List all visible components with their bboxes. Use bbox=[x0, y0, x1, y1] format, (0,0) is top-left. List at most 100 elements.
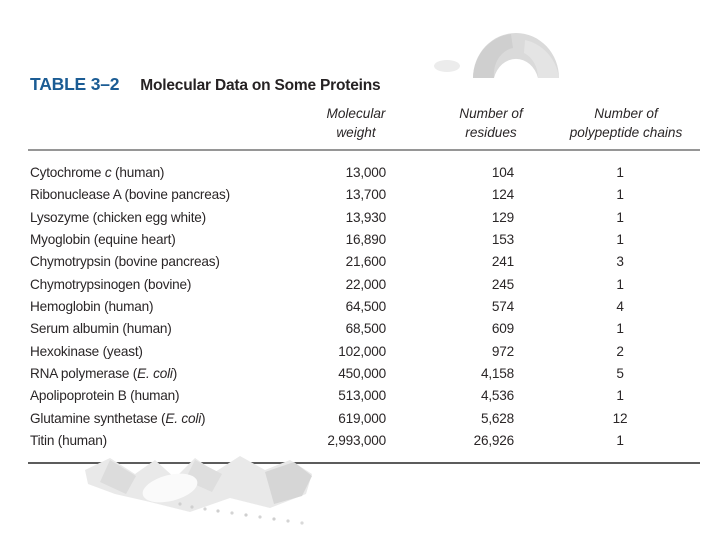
chains-cell: 1 bbox=[616, 165, 624, 180]
residues-cell: 153 bbox=[491, 232, 514, 248]
column-header-number-of-polypeptide-chains: Number of polypeptide chains bbox=[540, 100, 700, 151]
protein-name: Hexokinase (yeast) bbox=[30, 343, 143, 359]
protein-name-cell: Lysozyme (chicken egg white) bbox=[28, 207, 300, 229]
ghost-image-artifact-top bbox=[434, 33, 559, 78]
chains-cell: 1 bbox=[616, 232, 624, 248]
column-header-number-of-residues: Number of residues bbox=[412, 100, 540, 151]
protein-name: Myoglobin (equine heart) bbox=[30, 232, 176, 248]
column-header-protein bbox=[28, 100, 300, 151]
table-row: Chymotrypsinogen (bovine) 22,000 245 1 bbox=[28, 274, 700, 296]
molecular-weight-cell: 2,993,000 bbox=[327, 433, 386, 449]
residues-cell: 245 bbox=[491, 276, 514, 292]
chains-cell: 1 bbox=[616, 276, 624, 292]
molecular-weight-cell: 21,600 bbox=[345, 254, 387, 270]
header-line: Number of bbox=[594, 106, 658, 121]
protein-name-cell: Ribonuclease A (bovine pancreas) bbox=[28, 184, 300, 206]
protein-name: Glutamine synthetase ( bbox=[30, 410, 166, 426]
table-header: Molecular weight Number of residues Numb… bbox=[28, 100, 700, 151]
chains-cell: 1 bbox=[616, 187, 624, 203]
protein-name: Chymotrypsin (bovine pancreas) bbox=[30, 254, 220, 270]
chains-cell: 2 bbox=[616, 343, 624, 359]
table-title: Molecular Data on Some Proteins bbox=[140, 77, 381, 94]
molecular-weight-cell: 513,000 bbox=[338, 388, 386, 404]
chains-cell: 1 bbox=[616, 209, 624, 225]
table-label: TABLE 3–2 bbox=[30, 74, 120, 94]
table-row: Myoglobin (equine heart) 16,890 153 1 bbox=[28, 229, 700, 251]
table-row: Chymotrypsin (bovine pancreas) 21,600 24… bbox=[28, 251, 700, 273]
table-row: Serum albumin (human) 68,500 609 1 bbox=[28, 318, 700, 340]
residues-cell: 241 bbox=[491, 254, 514, 270]
protein-name-suffix: (human) bbox=[111, 165, 165, 180]
protein-name-cell: Titin (human) bbox=[28, 430, 300, 463]
table-row: Hexokinase (yeast) 102,000 972 2 bbox=[28, 341, 700, 363]
protein-name: Serum albumin (human) bbox=[30, 321, 172, 337]
protein-name-cell: Hexokinase (yeast) bbox=[28, 341, 300, 363]
protein-name-cell: Hemoglobin (human) bbox=[28, 296, 300, 318]
header-line: polypeptide chains bbox=[569, 125, 683, 140]
table-row: Glutamine synthetase (E. coli) 619,000 5… bbox=[28, 408, 700, 430]
residues-cell: 574 bbox=[491, 299, 514, 315]
table-row: Cytochrome c (human) 13,000 104 1 bbox=[28, 150, 700, 184]
molecular-weight-cell: 102,000 bbox=[338, 343, 386, 359]
protein-name-cell: Myoglobin (equine heart) bbox=[28, 229, 300, 251]
chains-cell: 1 bbox=[616, 321, 624, 337]
protein-name-cell: Apolipoprotein B (human) bbox=[28, 385, 300, 407]
protein-name-suffix: ) bbox=[201, 410, 206, 426]
protein-name: Ribonuclease A (bovine pancreas) bbox=[30, 187, 230, 203]
protein-name: Hemoglobin (human) bbox=[30, 299, 154, 315]
residues-cell: 26,926 bbox=[473, 433, 515, 449]
protein-name-italic: E. coli bbox=[137, 366, 173, 382]
protein-name-cell: Chymotrypsinogen (bovine) bbox=[28, 274, 300, 296]
protein-name-cell: Chymotrypsin (bovine pancreas) bbox=[28, 251, 300, 273]
protein-name-italic: E. coli bbox=[165, 410, 202, 426]
chains-cell: 12 bbox=[612, 410, 628, 426]
residues-cell: 104 bbox=[491, 165, 514, 180]
protein-name: Chymotrypsinogen (bovine) bbox=[30, 276, 192, 292]
molecular-weight-cell: 13,930 bbox=[345, 209, 387, 225]
molecular-weight-cell: 64,500 bbox=[345, 299, 387, 315]
chains-cell: 1 bbox=[616, 433, 624, 449]
protein-name-cell: RNA polymerase (E. coli) bbox=[28, 363, 300, 385]
protein-name: Apolipoprotein B (human) bbox=[30, 388, 180, 404]
header-line: weight bbox=[336, 125, 376, 140]
protein-name-cell: Cytochrome c (human) bbox=[28, 150, 300, 184]
molecular-weight-cell: 68,500 bbox=[345, 321, 387, 337]
chains-cell: 1 bbox=[616, 388, 624, 404]
chains-cell: 5 bbox=[616, 366, 624, 382]
chains-cell: 4 bbox=[616, 299, 624, 315]
protein-name: RNA polymerase ( bbox=[30, 366, 138, 382]
protein-name-italic: c bbox=[104, 165, 112, 180]
chains-cell: 3 bbox=[616, 254, 624, 270]
table-caption: TABLE 3–2 Molecular Data on Some Protein… bbox=[30, 74, 381, 95]
table-body: Cytochrome c (human) 13,000 104 1 Ribonu… bbox=[28, 150, 700, 464]
column-header-molecular-weight: Molecular weight bbox=[300, 100, 412, 151]
table-row: Hemoglobin (human) 64,500 574 4 bbox=[28, 296, 700, 318]
table-row: Apolipoprotein B (human) 513,000 4,536 1 bbox=[28, 385, 700, 407]
residues-cell: 972 bbox=[491, 343, 514, 359]
molecular-weight-cell: 450,000 bbox=[338, 366, 386, 382]
residues-cell: 609 bbox=[491, 321, 514, 337]
protein-name-suffix: ) bbox=[172, 366, 178, 382]
header-line: Number of bbox=[459, 106, 523, 121]
header-line: residues bbox=[465, 125, 517, 140]
table-row: RNA polymerase (E. coli) 450,000 4,158 5 bbox=[28, 363, 700, 385]
protein-name-cell: Glutamine synthetase (E. coli) bbox=[28, 408, 300, 430]
table-row: Titin (human) 2,993,000 26,926 1 bbox=[28, 430, 700, 463]
residues-cell: 4,158 bbox=[480, 366, 514, 382]
residues-cell: 5,628 bbox=[480, 410, 514, 426]
residues-cell: 124 bbox=[491, 187, 514, 203]
header-line: Molecular bbox=[326, 106, 386, 121]
ghost-image-artifact-bottom bbox=[85, 456, 312, 525]
table-row: Lysozyme (chicken egg white) 13,930 129 … bbox=[28, 207, 700, 229]
molecular-weight-cell: 619,000 bbox=[338, 410, 386, 426]
protein-name-cell: Serum albumin (human) bbox=[28, 318, 300, 340]
protein-name: Cytochrome bbox=[30, 165, 105, 180]
protein-name: Lysozyme (chicken egg white) bbox=[30, 209, 206, 225]
molecular-weight-cell: 16,890 bbox=[345, 232, 387, 248]
molecular-weight-cell: 13,700 bbox=[345, 187, 387, 203]
table-row: Ribonuclease A (bovine pancreas) 13,700 … bbox=[28, 184, 700, 206]
protein-data-table: Molecular weight Number of residues Numb… bbox=[28, 100, 700, 464]
residues-cell: 4,536 bbox=[480, 388, 514, 404]
molecular-weight-cell: 22,000 bbox=[345, 276, 387, 292]
